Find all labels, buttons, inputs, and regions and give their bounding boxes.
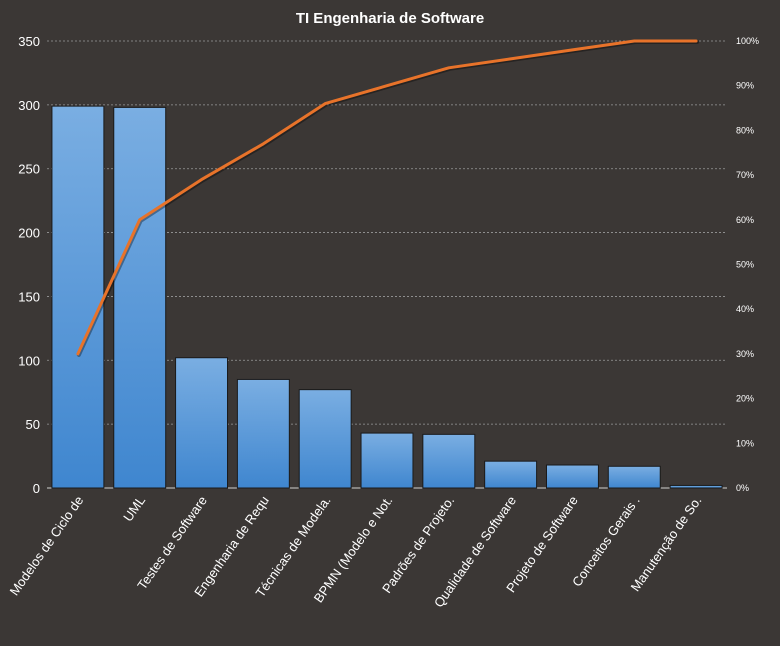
y-left-tick-label: 50: [26, 417, 40, 432]
bar: [298, 389, 352, 489]
bar: [484, 460, 538, 489]
y-right-tick-label: 0%: [736, 483, 749, 493]
bar: [51, 105, 105, 489]
y-left-tick-label: 200: [18, 226, 40, 241]
x-tick-label: Modelos de Ciclo de: [7, 493, 87, 598]
bar: [607, 465, 661, 489]
y-right-tick-label: 100%: [736, 36, 759, 46]
cumulative-line-layer: [76, 39, 700, 357]
chart-title: TI Engenharia de Software: [296, 10, 484, 27]
x-tick-label: Conceitos Gerais .: [569, 493, 643, 589]
y-right-tick-label: 20%: [736, 394, 754, 404]
bar: [360, 432, 414, 489]
y-right-tick-label: 70%: [736, 170, 754, 180]
y-left-tick-label: 100: [18, 353, 40, 368]
y-left-tick-label: 250: [18, 162, 40, 177]
bar: [422, 433, 476, 489]
y-right-tick-label: 80%: [736, 125, 754, 135]
y-left-tick-label: 300: [18, 98, 40, 113]
x-tick-label: Testes de Software: [134, 493, 210, 592]
x-tick-label: UML: [120, 493, 148, 524]
y-left-tick-label: 350: [18, 34, 40, 49]
bars: [51, 105, 723, 489]
bar: [236, 378, 290, 489]
y-left-tick-label: 0: [33, 481, 40, 496]
y-right-tick-label: 40%: [736, 304, 754, 314]
x-tick-label: Manutenção de So.: [628, 493, 705, 594]
y-axis-right: 0% 10% 20% 30% 40% 50% 60% 70% 80% 90% 100%: [736, 36, 759, 493]
bar: [175, 357, 229, 489]
y-right-tick-label: 10%: [736, 438, 754, 448]
bar: [113, 106, 167, 489]
y-right-tick-label: 30%: [736, 349, 754, 359]
cumulative-percent-line: [76, 39, 698, 356]
y-right-tick-label: 90%: [736, 81, 754, 91]
y-axis-left: 0 50 100 150 200 250 300 350: [18, 34, 40, 496]
y-right-tick-label: 50%: [736, 260, 754, 270]
bar: [545, 464, 599, 489]
y-left-tick-label: 150: [18, 289, 40, 304]
bar: [669, 484, 723, 489]
y-right-tick-label: 60%: [736, 215, 754, 225]
